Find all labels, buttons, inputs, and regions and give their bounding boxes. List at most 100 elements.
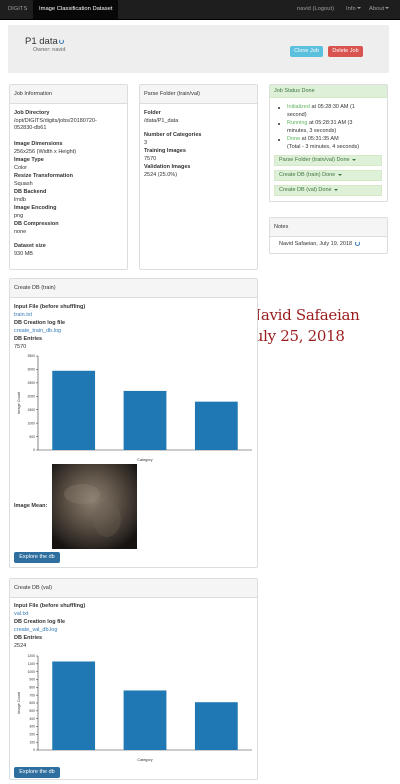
notes-content: Navid Safaeian, July 19, 2018 xyxy=(279,241,353,247)
notes-text: Navid Safaeian, July 19, 2018 xyxy=(279,241,360,247)
bar xyxy=(194,401,238,450)
explore-db-button[interactable]: Explore the db xyxy=(14,552,60,563)
panel-heading: Notes xyxy=(270,218,387,237)
delete-job-button[interactable]: Delete Job xyxy=(328,46,363,57)
resize-transformation-label: Resize Transformation xyxy=(14,173,73,179)
status-text: at 05:28:31 AM (3 xyxy=(307,120,353,126)
train-log-link[interactable]: create_train_db.log xyxy=(14,328,62,334)
nav-tab-dataset[interactable]: Image Classification Dataset xyxy=(33,0,119,19)
task-status-parse-folder[interactable]: Parse Folder (train/val) Done xyxy=(274,155,382,166)
top-navbar: DIGITS Image Classification Dataset navi… xyxy=(0,0,400,20)
task-label: Create DB (val) Done xyxy=(279,187,332,193)
y-tick-label: 900 xyxy=(29,678,35,682)
user-logout-link[interactable]: navid (Logout) xyxy=(297,6,335,12)
y-tick-label: 1000 xyxy=(27,670,35,674)
y-tick-label: 2500 xyxy=(27,381,35,385)
bullet-icon xyxy=(278,139,280,141)
y-tick-label: 3500 xyxy=(27,354,35,358)
bar xyxy=(52,661,96,750)
status-running: Running xyxy=(287,120,308,126)
status-initialized: Initialized xyxy=(287,104,310,110)
page-header xyxy=(8,25,389,73)
info-menu[interactable]: Info xyxy=(346,0,361,19)
log-file-label: DB Creation log file xyxy=(14,320,66,326)
parse-folder-panel: Parse Folder (train/val) xyxy=(139,84,258,270)
y-tick-label: 100 xyxy=(29,740,35,744)
y-tick-label: 1000 xyxy=(27,421,35,425)
bar xyxy=(123,390,167,450)
y-axis-label: Image Count xyxy=(17,691,21,714)
y-tick-label: 800 xyxy=(29,686,35,690)
panel-heading: Create DB (train) xyxy=(10,279,257,298)
db-compression-value: none xyxy=(14,229,27,235)
explore-db-button[interactable]: Explore the db xyxy=(14,767,60,778)
x-axis-label: Category xyxy=(137,458,153,462)
bar xyxy=(123,690,167,750)
brand-link[interactable]: DIGITS xyxy=(8,6,28,12)
edit-icon[interactable] xyxy=(58,38,64,44)
categories-value: 3 xyxy=(144,140,148,146)
task-label: Parse Folder (train/val) Done xyxy=(279,157,350,163)
edit-icon[interactable] xyxy=(354,241,360,247)
signature-name: Navid Safaeian xyxy=(248,306,360,324)
y-tick-label: 400 xyxy=(29,717,35,721)
job-directory-label: Job Directory xyxy=(14,110,50,116)
y-tick-label: 300 xyxy=(29,725,35,729)
image-encoding-label: Image Encoding xyxy=(14,205,57,211)
y-tick-label: 1500 xyxy=(27,408,35,412)
job-directory-value: /opt/DIGITS/digits/jobs/20180720- xyxy=(14,118,97,124)
status-done: Done xyxy=(287,136,301,142)
status-text: at 05:28:30 AM (1 xyxy=(309,104,355,110)
panel-heading: Job Information xyxy=(10,85,127,104)
y-tick-label: 3000 xyxy=(27,368,35,372)
job-information-panel: Job Information xyxy=(9,84,128,270)
about-menu-label: About xyxy=(369,6,385,12)
chevron-down-icon xyxy=(334,188,339,191)
image-dimensions-label: Image Dimensions xyxy=(14,141,63,147)
status-text-line2: minutes, 3 seconds) xyxy=(287,128,337,134)
y-tick-label: 1100 xyxy=(28,662,35,666)
bar xyxy=(52,370,96,450)
log-file-label: DB Creation log file xyxy=(14,619,66,625)
image-mean-thumbnail xyxy=(52,464,137,549)
panel-heading: Parse Folder (train/val) xyxy=(140,85,257,104)
status-text: at 05:31:35 AM xyxy=(300,136,339,142)
categories-label: Number of Categories xyxy=(144,132,202,138)
val-log-link[interactable]: create_val_db.log xyxy=(14,627,58,633)
info-menu-label: Info xyxy=(346,6,356,12)
status-entry: Done at 05:31:35 AM xyxy=(287,136,339,142)
chevron-down-icon xyxy=(385,7,390,10)
y-tick-label: 700 xyxy=(29,693,35,697)
db-entries-label: DB Entries xyxy=(14,635,43,641)
signature-date: July 25, 2018 xyxy=(248,327,345,345)
task-status-create-db-train[interactable]: Create DB (train) Done xyxy=(274,170,382,181)
about-menu[interactable]: About xyxy=(369,0,390,19)
job-status-panel: Job Status Done xyxy=(269,84,388,202)
input-file-label: Input File (before shuffling) xyxy=(14,603,86,609)
db-backend-value: lmdb xyxy=(14,197,26,203)
clone-job-button[interactable]: Clone Job xyxy=(290,46,323,57)
y-tick-label: 2000 xyxy=(27,394,35,398)
train-txt-link[interactable]: train.txt xyxy=(14,312,33,318)
folder-value: /data/P1_data xyxy=(144,118,179,124)
bullet-icon xyxy=(278,107,280,109)
db-entries-value: 7570 xyxy=(14,344,27,350)
task-status-create-db-val[interactable]: Create DB (val) Done xyxy=(274,185,382,196)
image-mean-label: Image Mean: xyxy=(14,503,48,509)
val-txt-link[interactable]: val.txt xyxy=(14,611,29,617)
page-title: P1 data xyxy=(25,36,64,47)
status-entry: Running at 05:28:31 AM (3 xyxy=(287,120,352,126)
training-images-label: Training Images xyxy=(144,148,186,154)
job-directory-value: 052830-db61 xyxy=(14,125,47,131)
status-text-line2: second) xyxy=(287,112,307,118)
db-entries-label: DB Entries xyxy=(14,336,43,342)
y-tick-label: 0 xyxy=(33,448,35,452)
panel-heading: Job Status Done xyxy=(270,85,387,98)
bullet-icon xyxy=(278,123,280,125)
train-category-chart: 0 500 1000 1500 2000 2500 3000 3500 Category Imag… xyxy=(17,354,252,462)
notes-panel: Notes xyxy=(269,217,388,254)
status-text-line2: (Total - 3 minutes, 4 seconds) xyxy=(287,144,360,150)
image-type-value: Color xyxy=(14,165,28,171)
db-compression-label: DB Compression xyxy=(14,221,59,227)
status-entry: Initialized at 05:28:30 AM (1 xyxy=(287,104,355,110)
